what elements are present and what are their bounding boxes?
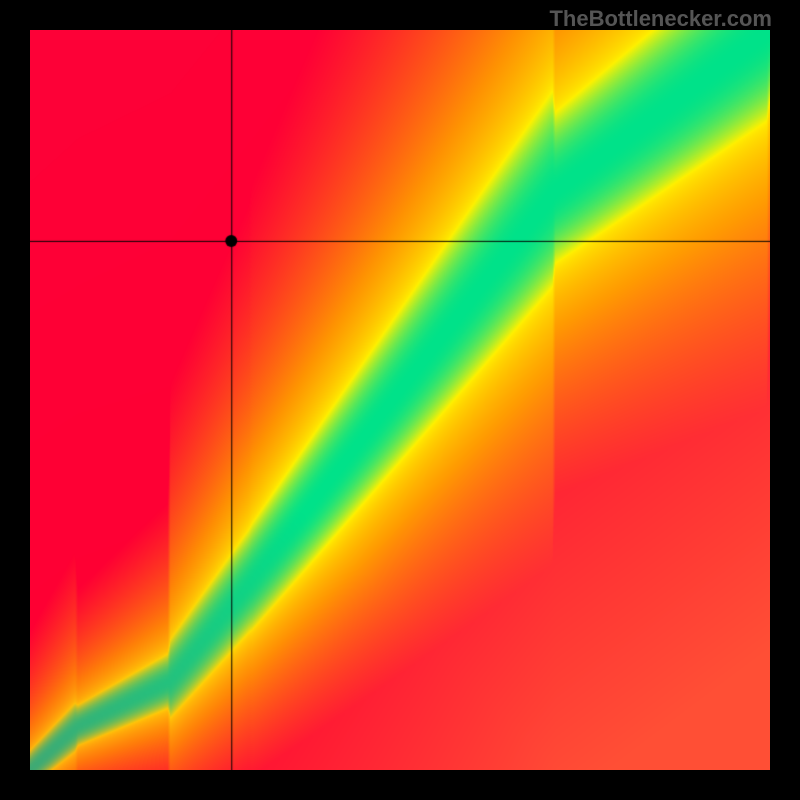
chart-outer-frame: [0, 0, 800, 800]
watermark-text: TheBottlenecker.com: [549, 6, 772, 32]
bottleneck-heatmap: [30, 30, 770, 770]
